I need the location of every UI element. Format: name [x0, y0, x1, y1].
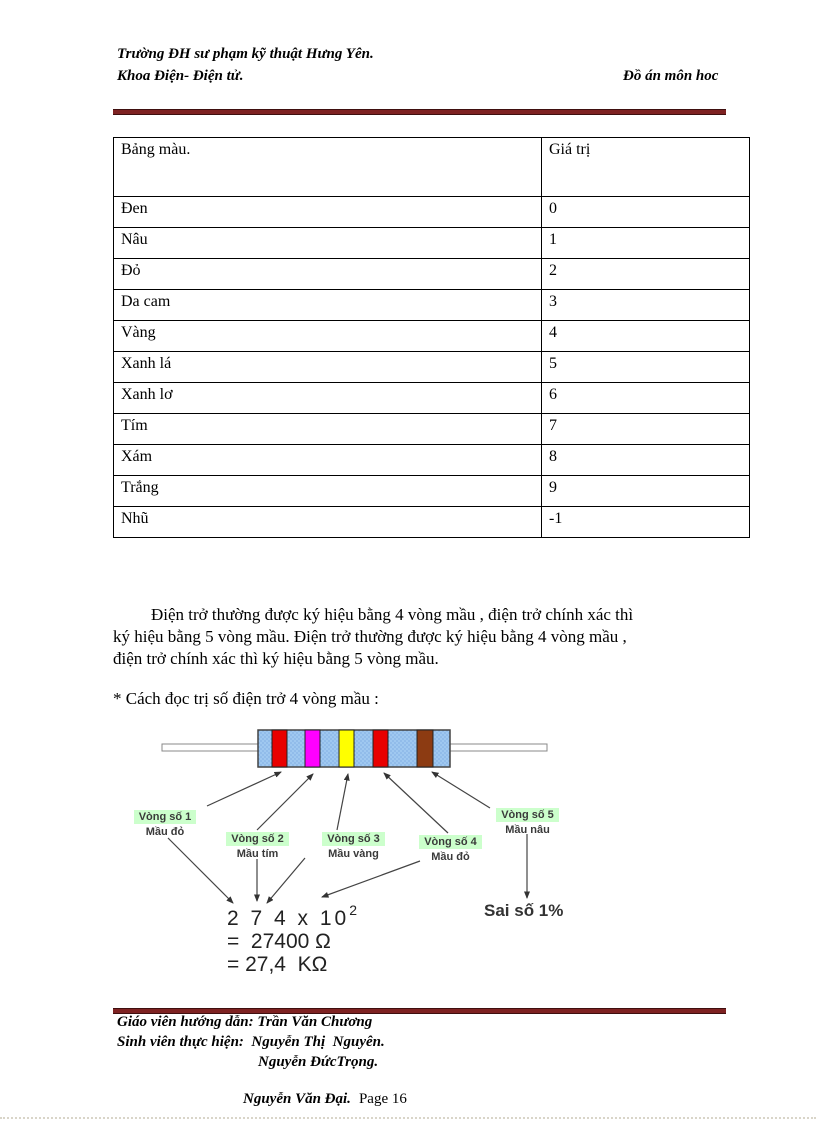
- band-1-red: [271, 729, 288, 768]
- table-row: Xám 8: [113, 444, 750, 476]
- column-header-color: Bảng màu.: [113, 137, 542, 197]
- band-label-4: Vòng số 4 Mầu đỏ: [403, 835, 498, 863]
- calc-ohms: = 27400 Ω: [227, 930, 331, 953]
- tolerance-label: Sai số 1%: [484, 901, 564, 920]
- cell-color-name: Đỏ: [113, 258, 542, 290]
- cell-color-value: 4: [541, 320, 750, 352]
- table-row: Xanh lơ 6: [113, 382, 750, 414]
- paragraph-line: Điện trở thường được ký hiệu bằng 4 vòng…: [151, 605, 634, 624]
- color-code-table: Bảng màu. Giá trị Đen 0 Nâu 1 Đỏ 2 Da ca…: [113, 137, 750, 538]
- band-label-color: Mầu vàng: [328, 848, 379, 860]
- cell-color-name: Da cam: [113, 289, 542, 321]
- band-label-title: Vòng số 4: [419, 835, 482, 849]
- band-4-red: [372, 729, 389, 768]
- footer-student-2: Nguyễn ĐứcTrọng.: [258, 1054, 379, 1070]
- band-label-1: Vòng số 1 Mầu đỏ: [112, 810, 218, 838]
- cell-color-value: 8: [541, 444, 750, 476]
- header-department: Khoa Điện- Điện tử.: [117, 68, 244, 84]
- calc-digits-text: 2 7 4 x 10: [227, 907, 350, 930]
- cell-color-value: 6: [541, 382, 750, 414]
- cell-color-name: Nâu: [113, 227, 542, 259]
- band-label-color: Mầu nâu: [505, 824, 550, 836]
- band-label-2: Vòng số 2 Mầu tím: [210, 832, 305, 860]
- calc-exponent: 2: [349, 902, 361, 918]
- band-label-title: Vòng số 1: [133, 810, 197, 824]
- cell-color-value: 9: [541, 475, 750, 507]
- cell-color-name: Trắng: [113, 475, 542, 507]
- paragraph-line: ký hiệu bằng 5 vòng mầu. Điện trở thường…: [113, 627, 627, 646]
- table-row: Đỏ 2: [113, 258, 750, 290]
- arrow-label5-to-band5: [431, 771, 491, 809]
- band-2-violet: [304, 729, 321, 768]
- table-row: Nhũ -1: [113, 506, 750, 538]
- cell-color-name: Xanh lơ: [113, 382, 542, 414]
- band-label-title: Vòng số 3: [322, 832, 385, 846]
- arrow-label1-to-band1: [206, 771, 282, 807]
- paragraph-line: điện trở chính xác thì ký hiệu bằng 5 vò…: [113, 649, 439, 668]
- arrow-label3-to-band3: [336, 773, 350, 831]
- band-3-yellow: [338, 729, 355, 768]
- table-row: Xanh lá 5: [113, 351, 750, 383]
- section-subheading: * Cách đọc trị số điện trở 4 vòng mầu :: [113, 689, 379, 708]
- cell-color-name: Tím: [113, 413, 542, 445]
- header-project-label: Đồ án môn hoc: [623, 68, 719, 84]
- footer-advisor: Giáo viên hướng dẫn: Trần Văn Chương: [117, 1014, 373, 1030]
- arrow-label2-to-band2: [256, 773, 314, 831]
- cell-color-name: Xanh lá: [113, 351, 542, 383]
- band-label-3: Vòng số 3 Mầu vàng: [306, 832, 401, 860]
- footer-rule: [113, 1008, 726, 1014]
- cell-color-value: 0: [541, 196, 750, 228]
- cell-color-value: 7: [541, 413, 750, 445]
- resistor-lead-left: [161, 743, 259, 752]
- footer-student-3-name: Nguyễn Văn Đại.: [243, 1091, 351, 1107]
- table-row: Đen 0: [113, 196, 750, 228]
- page-bottom-divider: [0, 1117, 816, 1119]
- footer-student-3: Nguyễn Văn Đại. Page 16: [228, 1074, 407, 1123]
- band-label-title: Vòng số 2: [226, 832, 289, 846]
- cell-color-value: 3: [541, 289, 750, 321]
- table-row: Tím 7: [113, 413, 750, 445]
- resistor-body: [257, 729, 451, 768]
- calc-kilohms: = 27,4 KΩ: [227, 953, 328, 976]
- cell-color-name: Vàng: [113, 320, 542, 352]
- band-5-brown: [416, 729, 434, 768]
- cell-color-value: 2: [541, 258, 750, 290]
- calc-digits: 2 7 4 x 102: [227, 901, 360, 930]
- header-rule: [113, 109, 726, 115]
- band-label-color: Mầu đỏ: [145, 826, 185, 838]
- cell-color-value: 1: [541, 227, 750, 259]
- band-label-color: Mầu tím: [236, 848, 279, 860]
- table-row: Da cam 3: [113, 289, 750, 321]
- cell-color-value: -1: [541, 506, 750, 538]
- cell-color-name: Đen: [113, 196, 542, 228]
- page-number: Page 16: [358, 1091, 407, 1107]
- cell-color-name: Nhũ: [113, 506, 542, 538]
- table-row: Trắng 9: [113, 475, 750, 507]
- arrow-label3-to-digit: [266, 857, 306, 904]
- arrow-label4-to-multiplier: [321, 860, 421, 898]
- table-header-row: Bảng màu. Giá trị: [113, 137, 750, 197]
- footer-student-1: Sinh viên thực hiện: Nguyễn Thị Nguyên.: [117, 1034, 385, 1050]
- column-header-value: Giá trị: [541, 137, 750, 197]
- band-label-title: Vòng số 5: [496, 808, 559, 822]
- header-school-name: Trường ĐH sư phạm kỹ thuật Hưng Yên.: [117, 46, 374, 62]
- band-label-5: Vòng số 5 Mầu nâu: [480, 808, 575, 836]
- resistance-calculation: 2 7 4 x 102 = 27400 Ω = 27,4 KΩ: [227, 901, 360, 976]
- cell-color-value: 5: [541, 351, 750, 383]
- cell-color-name: Xám: [113, 444, 542, 476]
- band-label-color: Mầu đỏ: [431, 851, 470, 863]
- resistor-lead-right: [449, 743, 548, 752]
- table-row: Vàng 4: [113, 320, 750, 352]
- table-row: Nâu 1: [113, 227, 750, 259]
- arrow-label4-to-band4: [383, 772, 449, 834]
